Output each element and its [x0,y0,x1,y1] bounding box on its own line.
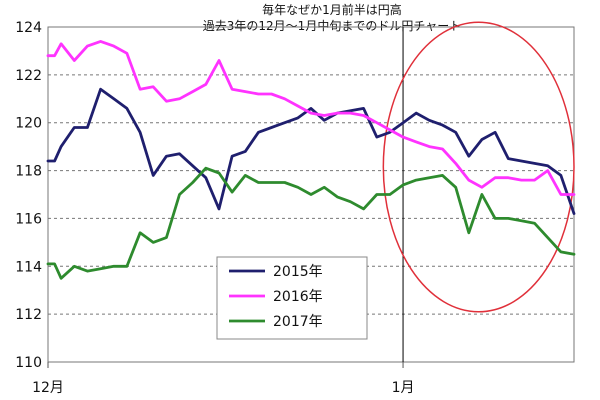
y-tick-label: 112 [15,307,42,323]
y-tick-label: 120 [15,116,42,132]
y-tick-label: 110 [15,355,42,371]
y-tick-labels: 110 112 114 116 118 120 122 124 [15,20,42,371]
highlight-ellipse [382,21,575,313]
y-tick-label: 118 [15,164,42,180]
chart-subtitle: 過去3年の12月～1月中旬までのドル円チャート [203,18,461,33]
series-line-3 [46,166,576,280]
x-tick-label: 1月 [392,380,415,396]
annotations [382,21,575,362]
legend: 2015年 2016年 2017年 [216,256,368,340]
legend-label: 2017年 [273,314,323,330]
y-tick-label: 122 [15,68,42,84]
series-line-2 [46,40,576,196]
legend-label: 2015年 [273,264,323,280]
y-tick-label: 124 [15,20,42,36]
series-line-1 [46,87,576,216]
y-tick-label: 116 [15,211,42,227]
x-tick-label: 12月 [32,380,64,396]
x-tick-labels: 12月 1月 [32,380,414,396]
legend-label: 2016年 [273,289,323,305]
grid-lines [48,74,574,315]
y-tick-label: 114 [15,259,42,275]
series-lines [46,40,576,280]
chart-title: 毎年なぜか1月前半は円高 [262,2,402,17]
